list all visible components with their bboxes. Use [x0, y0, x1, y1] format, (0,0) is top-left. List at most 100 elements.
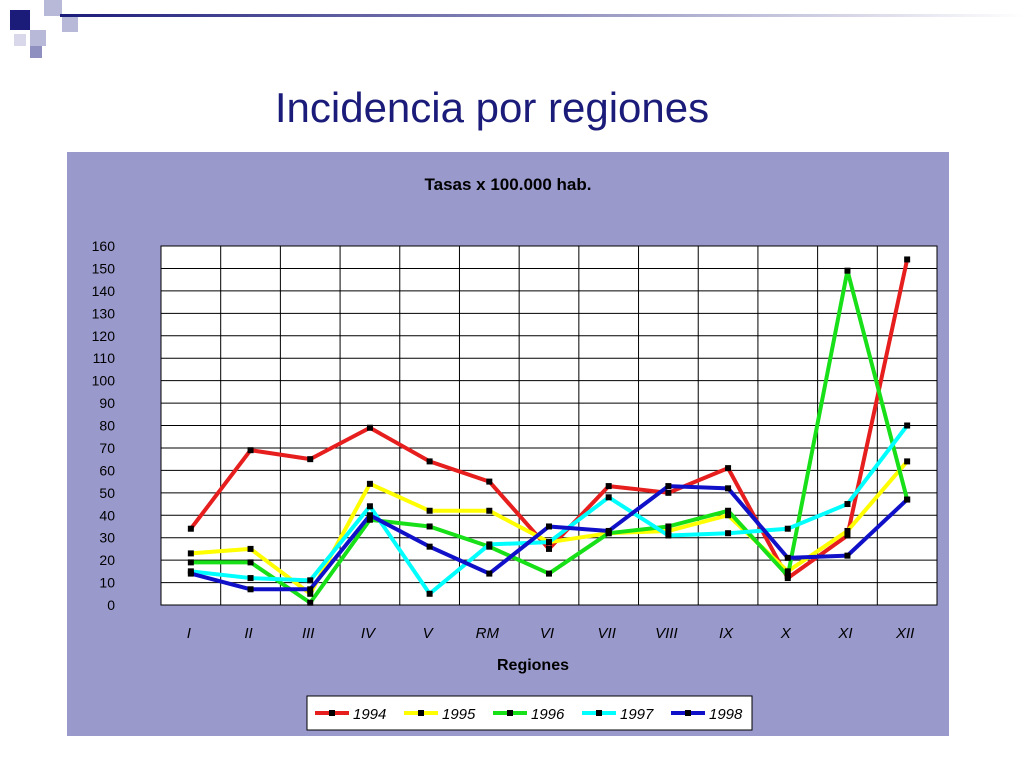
data-point-1996: [844, 267, 851, 274]
y-tick-label: 100: [92, 373, 116, 389]
x-tick-label: I: [187, 625, 191, 642]
legend-marker-1994: [329, 710, 335, 716]
data-point-1996: [665, 523, 672, 530]
y-tick-label: 10: [99, 575, 115, 591]
data-point-1995: [187, 550, 194, 557]
data-point-1997: [426, 590, 433, 597]
data-point-1995: [247, 545, 254, 552]
legend-label: 1994: [353, 706, 386, 723]
data-point-1995: [844, 527, 851, 534]
y-tick-label: 150: [92, 260, 116, 276]
x-tick-label: IX: [719, 625, 734, 642]
data-point-1998: [605, 527, 612, 534]
data-point-1996: [366, 516, 373, 523]
y-tick-label: 50: [99, 485, 115, 501]
y-tick-label: 20: [99, 552, 115, 568]
y-tick-label: 140: [92, 283, 116, 299]
chart-area: 0 10 20 30 40 50 60 70 80 90 100 110 120 130 140 150 160…: [67, 152, 949, 736]
corner-square-1: [10, 10, 30, 30]
x-tick-labels: I II III IV V RM VI VII VIII IX X XI XII: [187, 625, 915, 642]
slide-title: Incidencia por regiones: [274, 84, 710, 131]
y-tick-label: 160: [92, 238, 116, 254]
y-tick-label: 70: [99, 440, 115, 456]
data-point-1998: [546, 523, 552, 530]
data-point-1998: [904, 496, 911, 503]
x-tick-label: VII: [598, 625, 616, 642]
data-point-1998: [307, 586, 314, 593]
x-tick-label: VIII: [655, 625, 678, 642]
y-tick-label: 110: [93, 350, 116, 366]
data-point-1997: [665, 532, 672, 539]
series-lines: [187, 256, 911, 606]
corner-square-3: [62, 16, 78, 32]
line-chart: 0 10 20 30 40 50 60 70 80 90 100 110 120 130 140 150 160…: [92, 175, 938, 731]
legend: 1994 1995 1996 1997 1998: [306, 695, 753, 731]
data-point-1997: [605, 494, 612, 501]
data-point-1994: [486, 478, 493, 485]
data-point-1996: [187, 559, 194, 566]
legend-marker-1998: [685, 710, 691, 716]
y-tick-label: 120: [92, 328, 116, 344]
data-point-1994: [546, 545, 552, 552]
gridlines: [160, 245, 938, 606]
x-tick-label: RM: [476, 625, 500, 642]
data-point-1995: [665, 527, 672, 534]
y-tick-label: 60: [99, 462, 115, 478]
legend-label: 1998: [709, 706, 743, 723]
data-point-1998: [247, 586, 254, 593]
title-gradient-rule: [60, 14, 1024, 17]
data-point-1994: [366, 424, 373, 431]
corner-square-5: [30, 46, 42, 58]
data-point-1997: [366, 503, 373, 510]
data-point-1997: [904, 422, 911, 429]
x-tick-label: XII: [895, 625, 914, 642]
data-point-1994: [605, 483, 612, 490]
data-point-1994: [426, 458, 433, 465]
data-point-1994: [247, 447, 254, 454]
data-point-1995: [904, 458, 911, 465]
legend-marker-1995: [418, 710, 424, 716]
data-point-1994: [665, 489, 672, 496]
data-point-1994: [844, 532, 851, 539]
data-point-1995: [366, 480, 373, 487]
data-point-1995: [426, 507, 433, 514]
data-point-1994: [187, 525, 194, 532]
y-tick-label: 40: [99, 507, 115, 523]
corner-square-2: [44, 0, 62, 16]
x-tick-label: IV: [361, 625, 377, 642]
data-point-1998: [665, 483, 672, 490]
data-point-1995: [784, 568, 791, 575]
data-point-1996: [784, 572, 791, 579]
legend-marker-1996: [507, 710, 513, 716]
data-point-1998: [187, 570, 194, 577]
y-tick-label: 30: [99, 530, 115, 546]
data-point-1998: [426, 543, 433, 550]
legend-label: 1996: [531, 706, 565, 723]
data-point-1998: [486, 570, 493, 577]
data-point-1994: [904, 256, 911, 263]
x-tick-label: XI: [837, 625, 852, 642]
corner-square-4: [30, 30, 46, 46]
x-tick-label: II: [244, 625, 252, 642]
data-point-1996: [546, 570, 552, 577]
y-tick-label: 130: [92, 305, 116, 321]
x-axis-label: Regiones: [497, 657, 569, 674]
x-tick-label: VI: [540, 625, 554, 642]
data-point-1998: [784, 554, 791, 561]
data-point-1998: [366, 512, 373, 519]
data-point-1997: [725, 530, 732, 537]
data-point-1997: [486, 541, 493, 548]
legend-marker-1997: [596, 710, 602, 716]
data-point-1997: [844, 501, 851, 508]
data-point-1995: [307, 590, 314, 597]
y-tick-label: 0: [107, 597, 115, 613]
y-tick-label: 90: [99, 395, 115, 411]
data-point-1997: [546, 539, 552, 546]
legend-label: 1997: [620, 706, 654, 723]
data-point-1996: [247, 559, 254, 566]
x-tick-label: X: [780, 625, 792, 642]
data-point-1997: [784, 525, 791, 532]
data-point-1994: [725, 465, 732, 472]
y-tick-label: 80: [99, 418, 115, 434]
legend-label: 1995: [442, 706, 476, 723]
